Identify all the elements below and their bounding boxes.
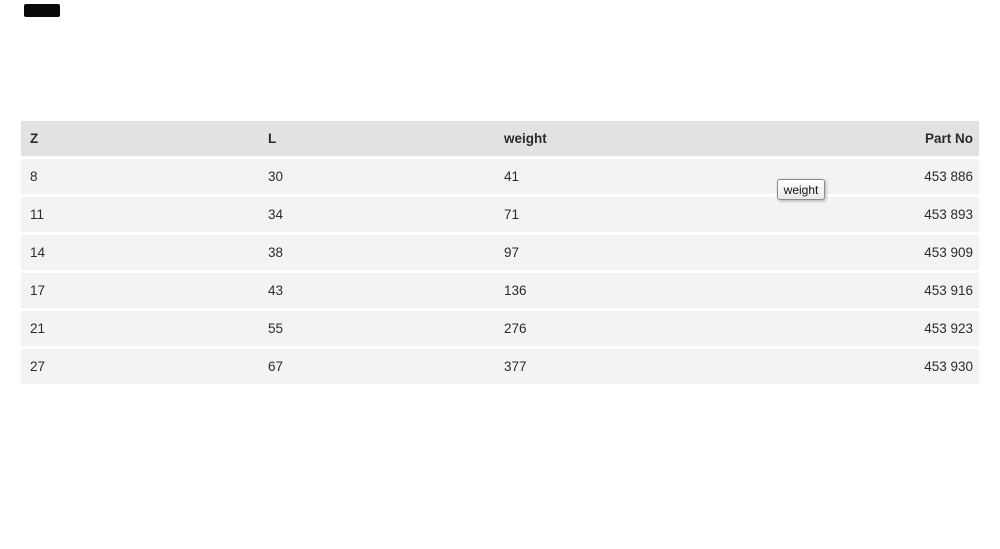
tooltip-label: weight bbox=[783, 182, 819, 197]
table-cell: 453 886 bbox=[924, 169, 973, 184]
table-body: 8 30 41 453 886 11 34 71 453 893 14 38 97 453 909 17… bbox=[21, 159, 979, 384]
table-cell: 38 bbox=[268, 245, 284, 260]
table-cell: 453 923 bbox=[924, 321, 973, 336]
table-cell: 11 bbox=[30, 207, 45, 222]
table-cell: 34 bbox=[268, 207, 284, 222]
table-cell: 27 bbox=[30, 359, 46, 374]
table-cell: 14 bbox=[30, 245, 46, 260]
table-row: 21 55 276 453 923 bbox=[21, 311, 979, 346]
table-cell: 453 909 bbox=[924, 245, 973, 260]
table-cell: 8 bbox=[30, 169, 38, 184]
table-cell: 17 bbox=[30, 283, 46, 298]
table-cell: 21 bbox=[30, 321, 46, 336]
black-marker bbox=[24, 4, 60, 17]
table-row: 17 43 136 453 916 bbox=[21, 273, 979, 308]
table-cell: 55 bbox=[268, 321, 284, 336]
table-cell: 30 bbox=[268, 169, 284, 184]
table-cell: 97 bbox=[504, 245, 520, 260]
table-cell: 136 bbox=[504, 283, 527, 298]
column-header-l: L bbox=[268, 131, 277, 146]
table-row: 14 38 97 453 909 bbox=[21, 235, 979, 270]
table-cell: 453 893 bbox=[924, 207, 973, 222]
table-cell: 71 bbox=[504, 207, 520, 222]
table-row: 11 34 71 453 893 bbox=[21, 197, 979, 232]
table-cell: 276 bbox=[504, 321, 527, 336]
table-row: 27 67 377 453 930 bbox=[21, 349, 979, 384]
table-row: 8 30 41 453 886 bbox=[21, 159, 979, 194]
column-header-z: Z bbox=[30, 131, 39, 146]
table-cell: 453 916 bbox=[924, 283, 973, 298]
column-header-part-no: Part No bbox=[924, 131, 973, 146]
table-cell: 43 bbox=[268, 283, 284, 298]
tooltip: weight bbox=[777, 179, 825, 200]
table-cell: 41 bbox=[504, 169, 520, 184]
table-cell: 67 bbox=[268, 359, 284, 374]
table-cell: 453 930 bbox=[924, 359, 973, 374]
column-header-weight: weight bbox=[504, 131, 547, 146]
table-cell: 377 bbox=[504, 359, 527, 374]
